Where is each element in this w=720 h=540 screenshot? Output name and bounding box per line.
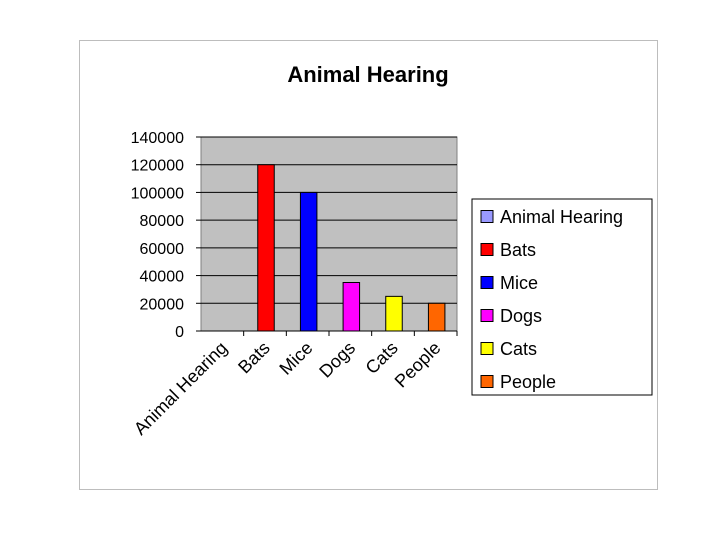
legend-label: Cats	[500, 339, 537, 359]
y-tick-label: 0	[175, 324, 184, 341]
legend-label: Bats	[500, 240, 536, 260]
legend-label: Dogs	[500, 306, 542, 326]
bar-people	[427, 302, 446, 332]
x-tick-label: Animal Hearing	[130, 338, 231, 439]
y-tick-label: 80000	[140, 213, 185, 230]
plot-area	[200, 136, 458, 332]
x-tick-label: People	[391, 338, 445, 392]
x-tick-label: Mice	[275, 338, 316, 379]
y-tick-label: 140000	[131, 130, 184, 147]
legend-swatch	[480, 309, 494, 322]
bar-bats	[257, 164, 275, 332]
legend-swatch	[480, 243, 494, 256]
legend: Animal Hearing Bats Mice Dogs Cats People	[471, 198, 653, 396]
x-tick-label: Dogs	[315, 338, 359, 382]
y-tick-label: 100000	[131, 185, 184, 202]
legend-label: People	[500, 372, 556, 392]
legend-swatch	[480, 276, 494, 289]
legend-swatch	[480, 210, 494, 223]
bar-cats	[385, 295, 403, 332]
bars	[257, 164, 446, 332]
legend-swatch	[480, 375, 494, 388]
y-tick-label: 20000	[140, 296, 185, 313]
legend-label: Mice	[500, 273, 538, 293]
legend-label: Animal Hearing	[500, 207, 623, 227]
legend-box	[471, 198, 653, 396]
chart-title: Animal Hearing	[287, 62, 448, 87]
y-tick-label: 40000	[140, 269, 185, 286]
y-tick-label: 120000	[131, 158, 184, 175]
bar-mice	[299, 191, 318, 332]
y-axis: 0 20000 40000 60000 80000 100000 120000 140000	[131, 130, 201, 341]
y-tick-label: 60000	[140, 241, 185, 258]
x-tick-label: Bats	[234, 338, 274, 378]
bar-dogs	[342, 282, 361, 332]
legend-swatch	[480, 342, 494, 355]
